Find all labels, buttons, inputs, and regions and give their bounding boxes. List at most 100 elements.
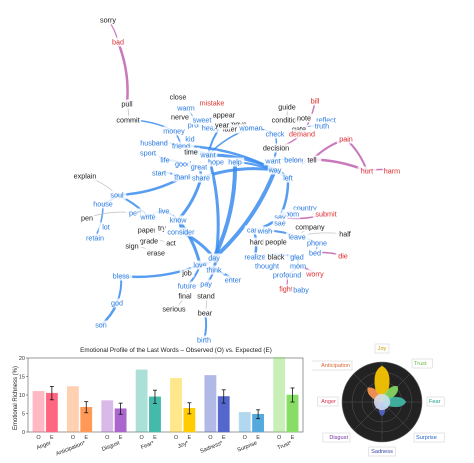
word-label: lot [102,223,110,232]
word-node-note: note [294,113,314,123]
word-node-bless: bless [109,271,133,281]
word-label: half [339,230,351,239]
word-label: appear [213,111,236,120]
word-bg [312,209,340,219]
word-bg [221,275,245,285]
word-label: pay [200,280,212,289]
word-node-submit: submit [312,209,340,219]
word-label: demand [289,130,315,139]
network-edges [84,19,393,341]
word-label: act [166,239,176,248]
network-edge-share-know [176,176,203,222]
word-node-belong: belong [281,155,309,165]
word-node-mom: mom [290,261,306,271]
sub-label-observed: O [140,435,145,441]
word-node-bad: bad [110,37,126,47]
word-bg [163,227,199,237]
word-label: condition [272,116,301,125]
word-bg [262,237,290,247]
word-label: stand [197,292,215,301]
word-label: peri [129,209,141,218]
word-label: day [208,254,220,263]
word-node-great: great [187,162,211,172]
word-bg [147,168,171,178]
word-bg [98,222,114,232]
word-node-nerve: nerve [168,112,192,122]
word-bg [109,298,125,308]
sub-label-expected: E [84,435,88,441]
word-bg [196,98,228,108]
word-label: guide [278,103,296,112]
word-node-enter: enter [221,275,245,285]
word-bg [335,229,355,239]
word-bg [307,248,323,258]
radar-group: Joy Trust Fear Surprise Sadness Disgust Anger A… [312,343,445,457]
word-label: realize [244,253,265,262]
word-label: soul [110,191,124,200]
word-bg [135,225,159,235]
word-label: bless [113,272,130,281]
word-label: glad [290,253,304,262]
word-node-life: life [155,155,175,165]
word-bg [96,15,120,25]
word-bg [239,123,263,133]
word-bg [288,129,316,139]
radar-label-0: Joy [378,346,387,352]
word-label: die [338,252,348,261]
word-node-thought: thought [251,261,283,271]
word-label: pen [81,214,93,223]
category-label-0: Anger [36,440,52,451]
word-label: sport [140,149,156,158]
word-bg [278,173,298,183]
word-label: belong [284,156,306,165]
word-bg [206,157,226,167]
radar-label-2: Fear [429,399,441,405]
word-bg [168,215,188,225]
bar-chart-title: Emotional Profile of the Last Words – Ob… [80,347,272,354]
network-edge-way-day [212,168,277,260]
word-bg [247,237,267,247]
word-node-baby: baby [291,285,311,295]
sub-label-expected: E [222,435,226,441]
word-node-company: company [294,222,326,232]
y-tick-label: 0 [22,430,25,436]
bar-observed-4 [170,378,182,433]
category-label-4: Joy* [177,440,190,450]
word-label: sae [274,219,286,228]
radar-label-1: Trust [414,361,427,367]
word-node-close: close [166,92,190,102]
word-bg [294,113,314,123]
sub-label-observed: O [243,435,248,441]
sub-label-observed: O [105,435,110,441]
word-label: country [293,204,317,213]
word-label: god [111,299,123,308]
word-label: son [95,321,107,330]
word-label: pull [121,100,133,109]
word-label: nerve [171,113,189,122]
word-node-act: act [163,238,179,248]
word-node-check: check [263,129,287,139]
word-bg [269,270,305,280]
bar-observed-5 [204,375,217,433]
word-node-husband: husband [138,138,170,148]
word-bg [267,165,283,175]
sub-label-expected: E [256,435,260,441]
word-bg [305,238,329,248]
word-bg [109,271,133,281]
word-label: live [159,207,170,216]
word-label: want [199,151,215,160]
word-label: retain [86,234,104,243]
word-node-wish: wish [255,226,275,236]
word-bg [173,291,197,301]
word-node-pay: pay [198,279,214,289]
word-label: serious [162,305,186,314]
word-label: paper [138,226,157,235]
word-bg [166,92,190,102]
word-label: hard [250,238,264,247]
word-bg [110,37,126,47]
word-label: fight [279,285,293,294]
word-bg [263,156,283,166]
word-label: close [170,93,187,102]
word-node-people: people [262,237,290,247]
